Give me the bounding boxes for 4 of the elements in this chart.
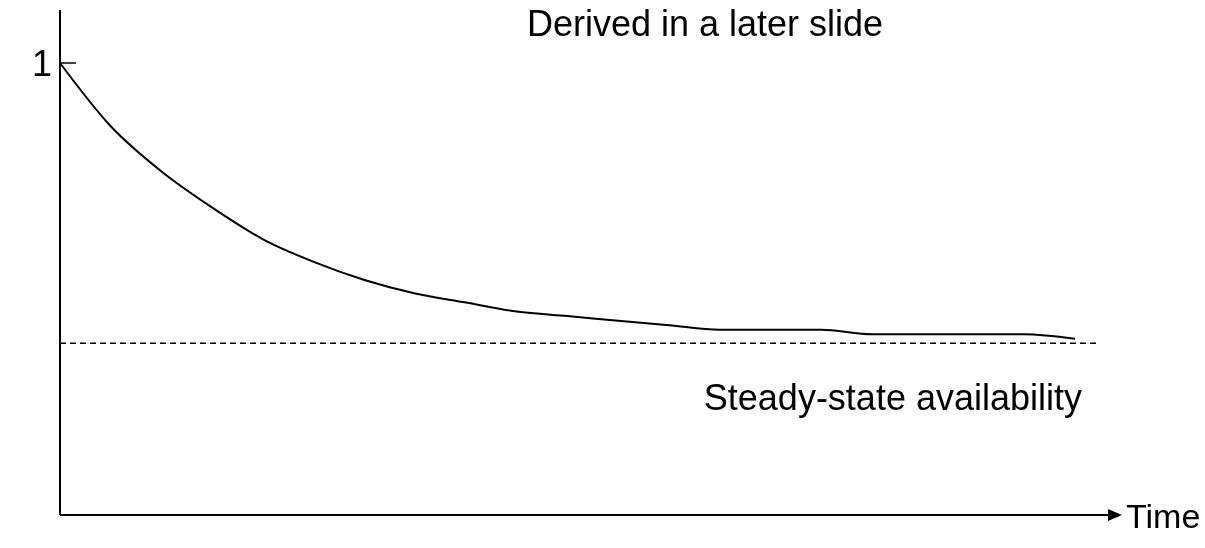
x-axis-title: Time [1126, 497, 1201, 535]
chart-title: Derived in a later slide [526, 3, 884, 44]
ref-line-label: Steady-state availability [703, 377, 1082, 419]
text: 1 [31, 43, 52, 84]
